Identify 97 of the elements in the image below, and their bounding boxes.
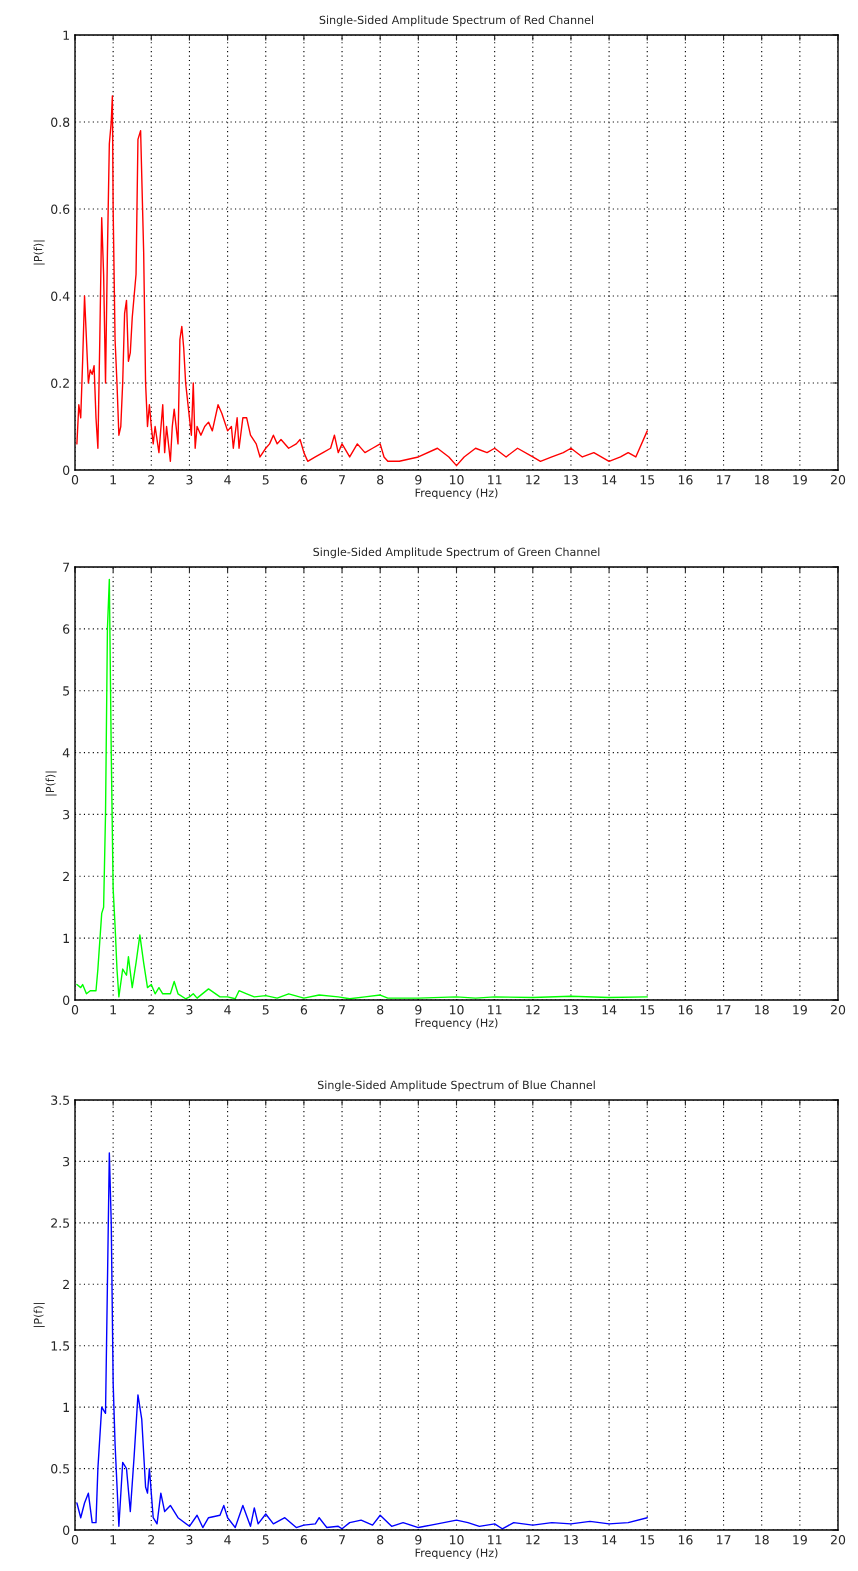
x-tick-label: 15 xyxy=(640,1005,655,1015)
x-tick-label: 9 xyxy=(415,475,422,485)
x-tick-label: 9 xyxy=(415,1535,422,1545)
x-tick-label: 13 xyxy=(564,1535,578,1545)
y-tick-label: 0.2 xyxy=(51,378,69,388)
x-tick-label: 15 xyxy=(640,475,655,485)
y-tick-label: 0.5 xyxy=(51,1464,70,1474)
x-tick-label: 2 xyxy=(148,1005,155,1015)
y-axis-title: |P(f)| xyxy=(33,240,45,265)
y-tick-label: 2.5 xyxy=(51,1218,70,1228)
x-tick-label: 10 xyxy=(449,1005,464,1015)
x-tick-label: 3 xyxy=(186,1535,193,1545)
line-series xyxy=(76,95,648,467)
x-axis-title: Frequency (Hz) xyxy=(415,1548,498,1560)
x-tick-label: 10 xyxy=(449,1535,464,1545)
y-tick-label: 3.5 xyxy=(51,1095,70,1105)
x-tick-label: 2 xyxy=(148,475,155,485)
x-tick-label: 11 xyxy=(488,475,502,485)
x-tick-label: 16 xyxy=(678,475,693,485)
y-tick-label: 1 xyxy=(63,933,69,943)
x-tick-label: 10 xyxy=(449,475,464,485)
x-tick-label: 12 xyxy=(526,1535,540,1545)
x-tick-label: 16 xyxy=(678,1535,693,1545)
x-tick-label: 15 xyxy=(640,1535,655,1545)
y-tick-label: 7 xyxy=(63,562,70,572)
x-tick-label: 13 xyxy=(564,475,578,485)
y-tick-label: 6 xyxy=(63,624,70,634)
x-tick-label: 14 xyxy=(602,1005,617,1015)
x-tick-label: 17 xyxy=(716,475,731,485)
x-axis-title: Frequency (Hz) xyxy=(415,488,498,500)
line-series xyxy=(76,1152,648,1530)
x-tick-label: 6 xyxy=(300,475,308,485)
x-tick-label: 6 xyxy=(300,1535,308,1545)
x-tick-label: 0 xyxy=(71,1005,79,1015)
y-tick-label: 0.6 xyxy=(51,204,70,214)
x-tick-label: 20 xyxy=(830,1535,846,1545)
x-tick-label: 20 xyxy=(830,1005,846,1015)
x-tick-label: 8 xyxy=(377,475,384,485)
x-tick-label: 7 xyxy=(339,1005,345,1015)
x-tick-label: 18 xyxy=(755,475,769,485)
x-tick-label: 4 xyxy=(224,1535,231,1545)
y-tick-label: 3 xyxy=(63,1156,70,1167)
x-tick-label: 4 xyxy=(224,1005,231,1015)
chart-title: Single-Sided Amplitude Spectrum of Red Channel xyxy=(319,15,594,27)
x-tick-label: 8 xyxy=(377,1005,384,1015)
x-tick-label: 19 xyxy=(793,1005,807,1015)
x-tick-label: 17 xyxy=(716,1535,731,1545)
x-tick-label: 8 xyxy=(377,1535,384,1545)
y-tick-label: 2 xyxy=(63,871,69,882)
y-tick-label: 0.4 xyxy=(51,291,70,301)
x-tick-label: 3 xyxy=(186,475,193,485)
x-tick-label: 1 xyxy=(110,1005,116,1015)
x-tick-label: 19 xyxy=(793,475,807,485)
y-tick-label: 0 xyxy=(63,465,70,475)
x-tick-label: 5 xyxy=(262,1005,269,1015)
chart-title: Single-Sided Amplitude Spectrum of Blue Channel xyxy=(317,1080,595,1092)
chart-title: Single-Sided Amplitude Spectrum of Green Channel xyxy=(313,547,600,559)
y-tick-label: 4 xyxy=(62,748,70,758)
x-axis-title: Frequency (Hz) xyxy=(415,1018,498,1030)
x-tick-label: 18 xyxy=(755,1005,769,1015)
x-tick-label: 5 xyxy=(262,475,269,485)
x-tick-label: 0 xyxy=(71,1535,79,1545)
x-tick-label: 16 xyxy=(678,1005,693,1015)
x-tick-label: 14 xyxy=(602,475,617,485)
x-tick-label: 0 xyxy=(71,475,79,485)
x-tick-label: 20 xyxy=(830,475,846,485)
x-tick-label: 1 xyxy=(110,1535,116,1545)
line-series xyxy=(76,578,648,1000)
x-tick-label: 11 xyxy=(488,1005,502,1015)
y-tick-label: 5 xyxy=(63,686,70,696)
x-tick-label: 11 xyxy=(488,1535,502,1545)
y-axis-title: |P(f)| xyxy=(33,1303,45,1327)
x-tick-label: 13 xyxy=(564,1005,578,1015)
x-tick-label: 3 xyxy=(186,1005,193,1015)
y-tick-label: 0 xyxy=(63,995,70,1005)
x-tick-label: 12 xyxy=(526,475,540,485)
x-tick-label: 7 xyxy=(339,475,345,485)
x-tick-label: 7 xyxy=(339,1535,345,1545)
x-tick-label: 5 xyxy=(262,1535,269,1545)
y-tick-label: 1.5 xyxy=(51,1341,70,1351)
x-tick-label: 19 xyxy=(793,1535,807,1545)
x-tick-label: 18 xyxy=(755,1535,769,1545)
x-tick-label: 2 xyxy=(148,1535,155,1545)
x-tick-label: 4 xyxy=(224,475,231,485)
x-tick-label: 9 xyxy=(415,1005,422,1015)
x-tick-label: 12 xyxy=(526,1005,540,1015)
y-axis-title: |P(f)| xyxy=(45,771,57,796)
x-tick-label: 6 xyxy=(300,1005,308,1015)
x-tick-label: 17 xyxy=(716,1005,731,1015)
y-tick-label: 1 xyxy=(63,1402,69,1412)
x-tick-label: 14 xyxy=(602,1535,617,1545)
y-tick-label: 0 xyxy=(63,1525,70,1535)
y-tick-label: 0.8 xyxy=(51,117,70,127)
y-tick-label: 2 xyxy=(63,1279,69,1290)
y-tick-label: 3 xyxy=(63,809,70,820)
y-tick-label: 1 xyxy=(63,30,69,40)
x-tick-label: 1 xyxy=(110,475,116,485)
